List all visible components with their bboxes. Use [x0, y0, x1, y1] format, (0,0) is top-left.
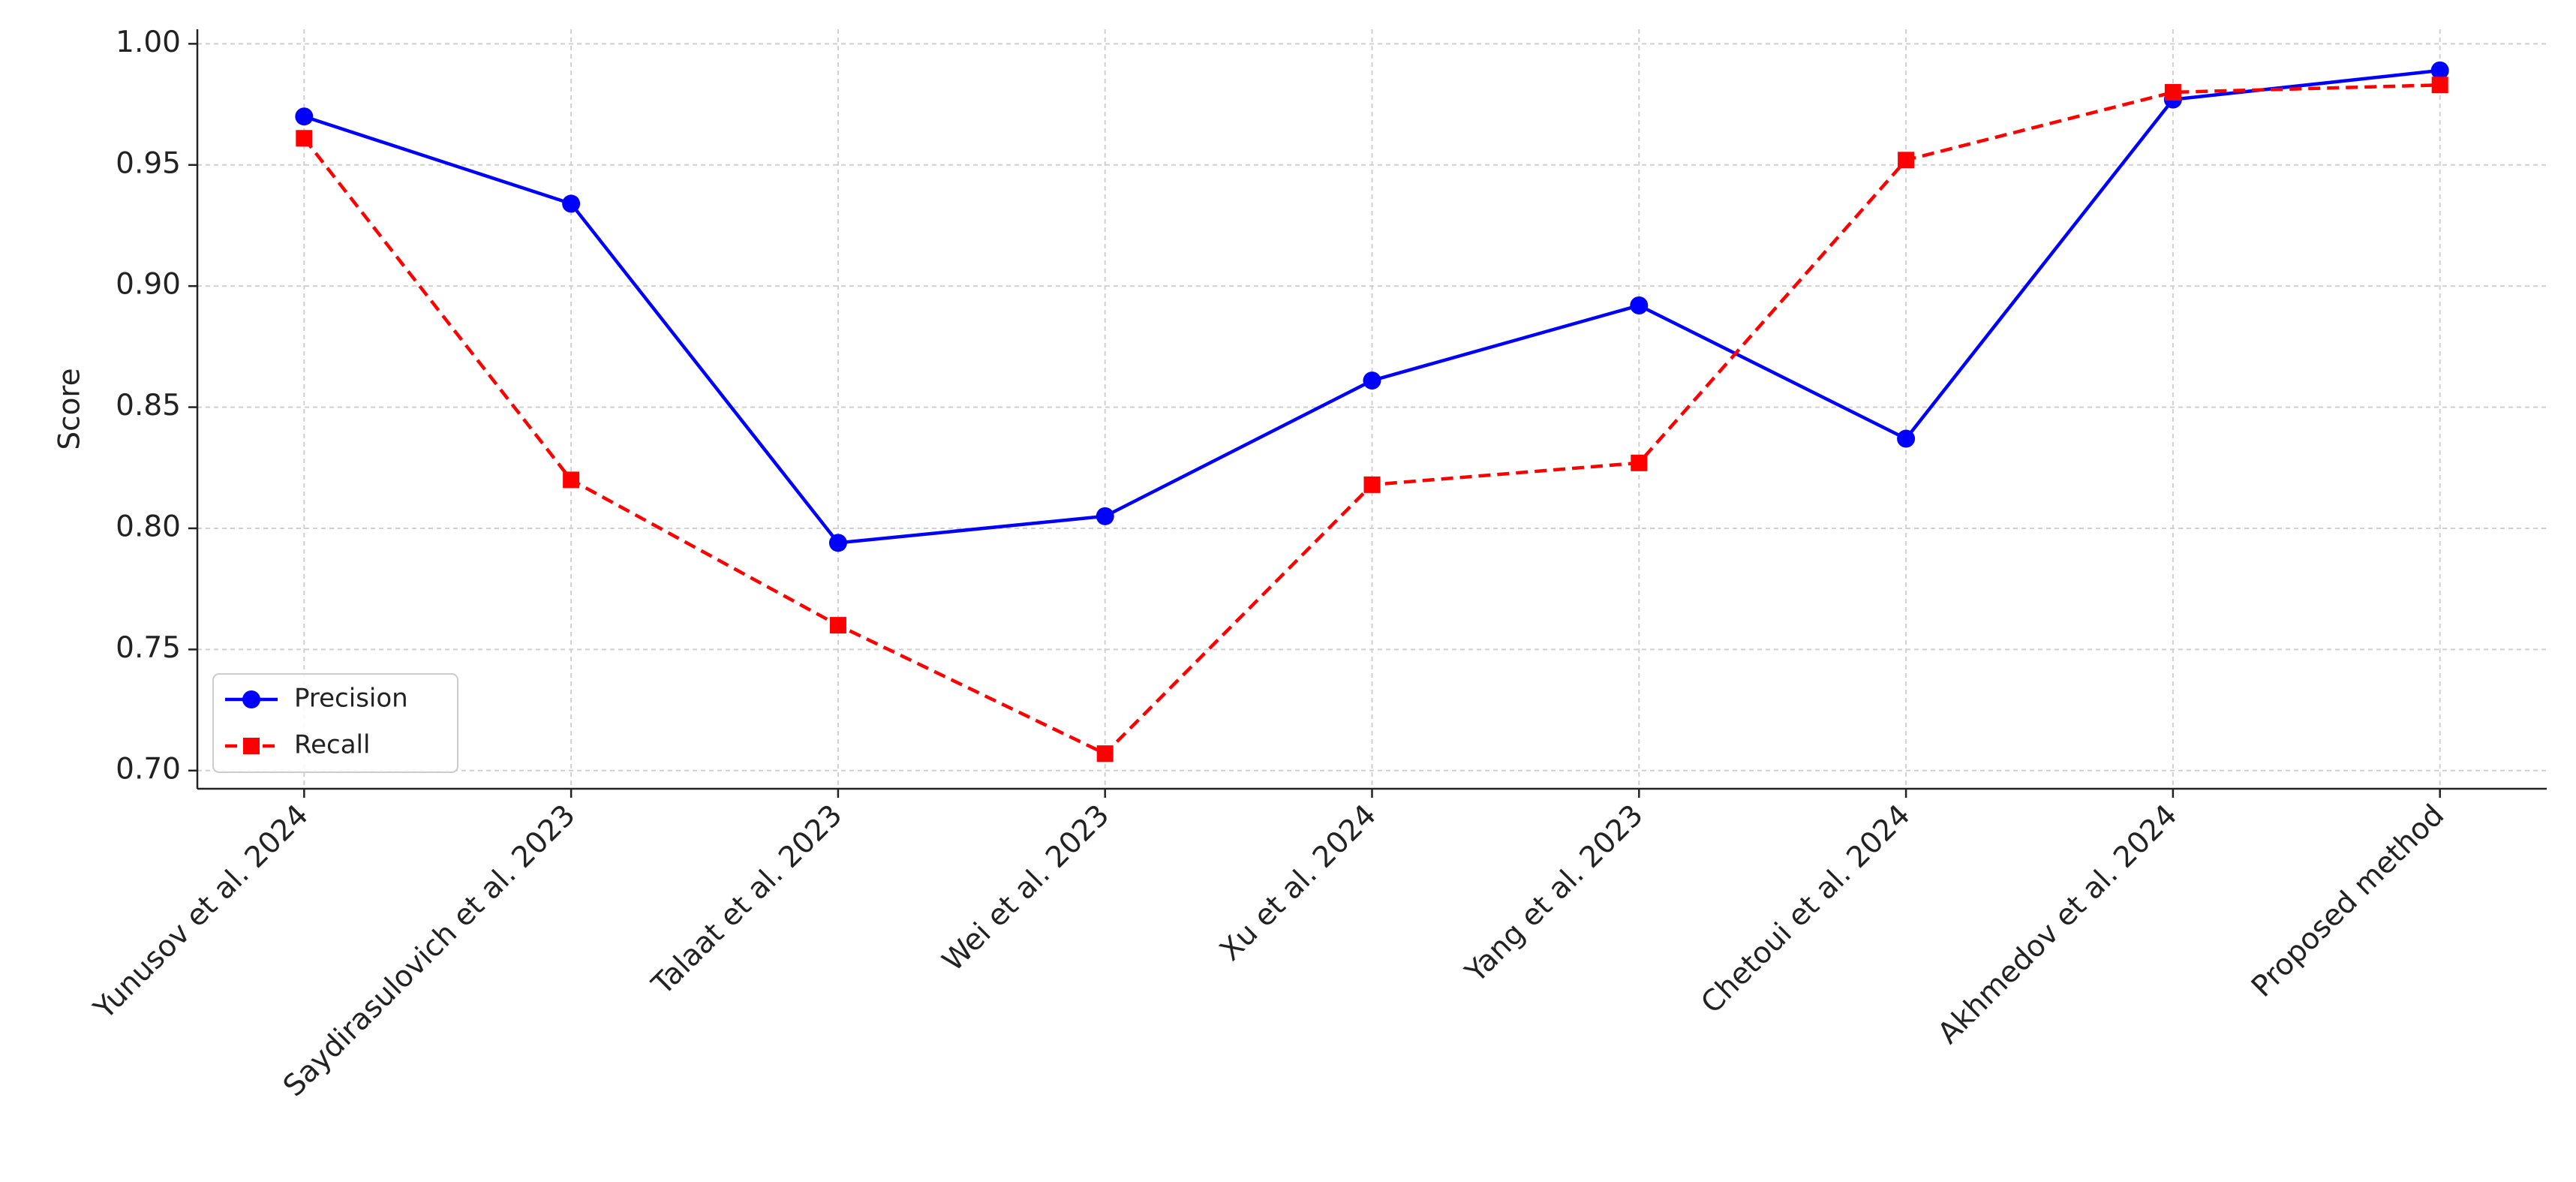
legend-marker	[242, 690, 260, 708]
data-point	[295, 107, 314, 126]
data-point	[828, 534, 847, 552]
data-point	[1096, 507, 1114, 525]
data-point	[829, 617, 846, 634]
data-point	[563, 471, 580, 489]
y-tick-label: 0.95	[116, 146, 181, 180]
data-point	[562, 194, 581, 213]
series-line	[303, 68, 2440, 545]
legend: Precision Recall	[212, 673, 458, 773]
data-point	[1631, 454, 1648, 471]
y-tick-label: 0.90	[116, 268, 181, 302]
x-tick-label: Chetoui et al. 2024	[1695, 799, 1917, 1021]
x-tick-label: Talaat et al. 2023	[645, 799, 849, 1003]
data-point	[1898, 152, 1915, 169]
y-tick-label: 0.70	[116, 752, 181, 786]
y-axis-label: Score	[53, 368, 87, 450]
data-point	[1096, 745, 1114, 762]
data-point	[1630, 296, 1649, 314]
data-point	[1363, 476, 1381, 493]
legend-label: Recall	[294, 730, 370, 760]
y-tick-label: 0.75	[116, 631, 181, 665]
data-point	[2430, 61, 2449, 80]
data-point	[2431, 77, 2448, 94]
x-tick-label: Saydirasulovich et al. 2023	[277, 799, 582, 1104]
data-point	[2164, 83, 2181, 101]
legend-marker	[243, 738, 260, 754]
y-tick-label: 0.80	[116, 510, 181, 543]
x-tick-label: Akhmedov et al. 2024	[1931, 799, 2184, 1051]
data-point	[1897, 429, 1916, 448]
data-point	[296, 130, 313, 147]
y-tick-label: 0.85	[116, 389, 181, 423]
x-tick-label: Proposed method	[2245, 799, 2451, 1004]
x-tick-label: Yang et al. 2023	[1459, 799, 1650, 990]
data-point	[1363, 371, 1381, 390]
legend-label: Precision	[294, 684, 408, 714]
x-tick-label: Yunusov et al. 2024	[87, 799, 315, 1027]
x-tick-label: Xu et al. 2024	[1213, 799, 1383, 968]
x-tick-label: Wei et al. 2023	[936, 799, 1117, 979]
y-tick-label: 1.00	[116, 26, 181, 59]
